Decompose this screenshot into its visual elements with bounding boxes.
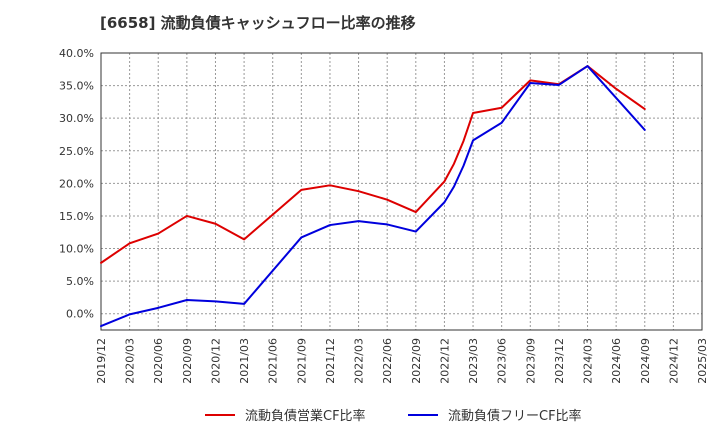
x-tick-label: 2022/06 (381, 338, 394, 384)
y-tick-label: 5.0% (66, 275, 94, 288)
y-tick-label: 15.0% (59, 210, 94, 223)
x-tick-label: 2021/06 (267, 338, 280, 384)
series-line-1 (100, 65, 646, 264)
x-tick-label: 2022/12 (438, 338, 451, 384)
series-line-2 (100, 65, 646, 328)
x-tick-labels: 2019/12 2020/03 2020/06 2020/09 2020/12 2021/… (95, 338, 709, 384)
x-tick-label: 2020/09 (181, 338, 194, 384)
y-tick-label: 40.0% (59, 47, 94, 60)
x-tick-label: 2021/03 (238, 338, 251, 384)
chart-title: [6658] 流動負債キャッシュフロー比率の推移 (100, 14, 416, 32)
y-tick-label: 35.0% (59, 80, 94, 93)
x-tick-label: 2024/12 (667, 338, 680, 384)
plot-background (101, 53, 702, 330)
x-tick-label: 2020/03 (124, 338, 137, 384)
x-tick-label: 2021/09 (295, 338, 308, 384)
series-layer (100, 65, 646, 328)
x-tick-label: 2024/09 (639, 338, 652, 384)
x-tick-label: 2020/06 (152, 338, 165, 384)
x-tick-label: 2024/06 (610, 338, 623, 384)
y-tick-label: 30.0% (59, 112, 94, 125)
plot-frame (100, 52, 703, 331)
legend-label-2: 流動負債フリーCF比率 (448, 408, 582, 424)
x-tick-label: 2022/03 (353, 338, 366, 384)
x-tick-label: 2022/09 (410, 338, 423, 384)
y-tick-label: 0.0% (66, 308, 94, 321)
x-tick-label: 2019/12 (95, 338, 108, 384)
y-tick-label: 20.0% (59, 177, 94, 190)
x-tick-label: 2023/12 (553, 338, 566, 384)
legend-label-1: 流動負債営業CF比率 (245, 408, 366, 424)
x-tick-label: 2023/09 (524, 338, 537, 384)
x-tick-label: 2020/12 (209, 338, 222, 384)
y-tick-labels: 0.0% 5.0% 10.0% 15.0% 20.0% 25.0% 30.0% 35.0% 40… (59, 47, 94, 321)
x-tick-label: 2024/03 (582, 338, 595, 384)
x-tick-label: 2023/06 (496, 338, 509, 384)
x-tick-label: 2023/03 (467, 338, 480, 384)
y-tick-label: 10.0% (59, 243, 94, 256)
y-tick-label: 25.0% (59, 145, 94, 158)
x-tick-label: 2025/03 (696, 338, 709, 384)
legend: 流動負債営業CF比率 流動負債フリーCF比率 (205, 408, 582, 424)
x-tick-label: 2021/12 (324, 338, 337, 384)
